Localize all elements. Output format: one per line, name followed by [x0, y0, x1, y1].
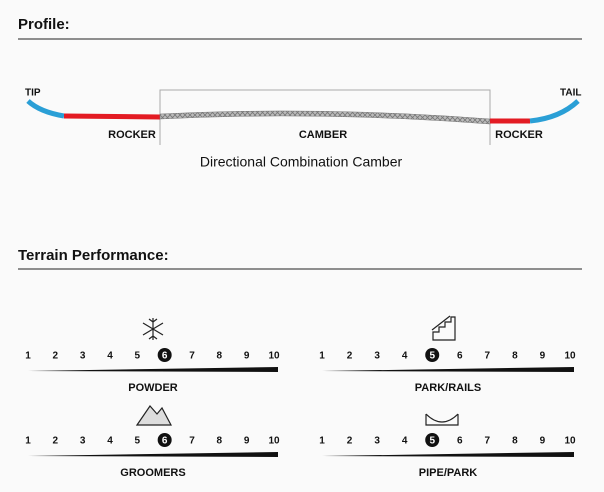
scale-number: 7	[485, 351, 491, 362]
tip-label: TIP	[25, 88, 41, 99]
scale-number: 10	[564, 351, 576, 362]
zone-label: CAMBER	[299, 129, 347, 141]
scale-number: 9	[244, 351, 250, 362]
scale-number: 1	[319, 436, 325, 447]
tail-label: TAIL	[560, 88, 581, 99]
icon-pipe	[425, 413, 459, 426]
rating-marker	[425, 348, 440, 362]
terrain-label: GROOMERS	[120, 467, 185, 479]
scale-number: 6	[162, 436, 168, 447]
scale-number: 8	[217, 351, 223, 362]
scale-number: 9	[244, 436, 250, 447]
scale-number: 5	[135, 436, 141, 447]
scale-number: 5	[429, 351, 435, 362]
terrain-label: PARK/RAILS	[415, 382, 481, 394]
rocker	[63, 113, 161, 120]
tip-rise	[26, 99, 65, 119]
rating-marker	[425, 433, 440, 447]
section-title: Profile:	[18, 16, 70, 33]
section-title: Terrain Performance:	[18, 247, 169, 264]
camber	[159, 110, 491, 125]
scale-number: 4	[107, 436, 113, 447]
scale-number: 9	[540, 436, 546, 447]
scale-number: 6	[457, 351, 463, 362]
scale-number: 2	[347, 351, 353, 362]
scale-number: 1	[25, 436, 31, 447]
scale-wedge	[28, 367, 278, 372]
scale-number: 7	[485, 436, 491, 447]
rating-marker	[157, 433, 172, 447]
scale-number: 10	[564, 436, 576, 447]
scale-number: 10	[268, 351, 280, 362]
scale-number: 7	[189, 351, 195, 362]
scale-number: 10	[268, 436, 280, 447]
scale-number: 5	[135, 351, 141, 362]
scale-wedge	[28, 452, 278, 457]
scale-number: 1	[319, 351, 325, 362]
rating-marker	[157, 348, 172, 362]
scale-number: 8	[512, 436, 518, 447]
scale-number: 1	[25, 351, 31, 362]
scale-number: 9	[540, 351, 546, 362]
scale-number: 8	[217, 436, 223, 447]
zone-label: ROCKER	[108, 129, 156, 141]
icon-snow	[142, 318, 164, 340]
scale-number: 2	[53, 351, 59, 362]
terrain-label: PIPE/PARK	[419, 467, 478, 479]
profile-name: Directional Combination Camber	[200, 154, 403, 170]
scale-number: 7	[189, 436, 195, 447]
scale-number: 8	[512, 351, 518, 362]
scale-number: 6	[162, 351, 168, 362]
scale-number: 3	[80, 436, 86, 447]
scale-wedge	[322, 452, 574, 457]
scale-number: 2	[347, 436, 353, 447]
scale-number: 3	[374, 351, 380, 362]
icon-mountain	[135, 405, 172, 426]
scale-wedge	[322, 367, 574, 372]
scale-number: 4	[402, 436, 408, 447]
zone-label: ROCKER	[495, 129, 543, 141]
scale-number: 2	[53, 436, 59, 447]
scale-number: 4	[402, 351, 408, 362]
scale-number: 3	[80, 351, 86, 362]
scale-number: 5	[429, 436, 435, 447]
scale-number: 4	[107, 351, 113, 362]
tail-rise	[529, 99, 580, 124]
scale-number: 3	[374, 436, 380, 447]
scale-number: 6	[457, 436, 463, 447]
terrain-label: POWDER	[128, 382, 178, 394]
icon-rails	[431, 315, 456, 341]
